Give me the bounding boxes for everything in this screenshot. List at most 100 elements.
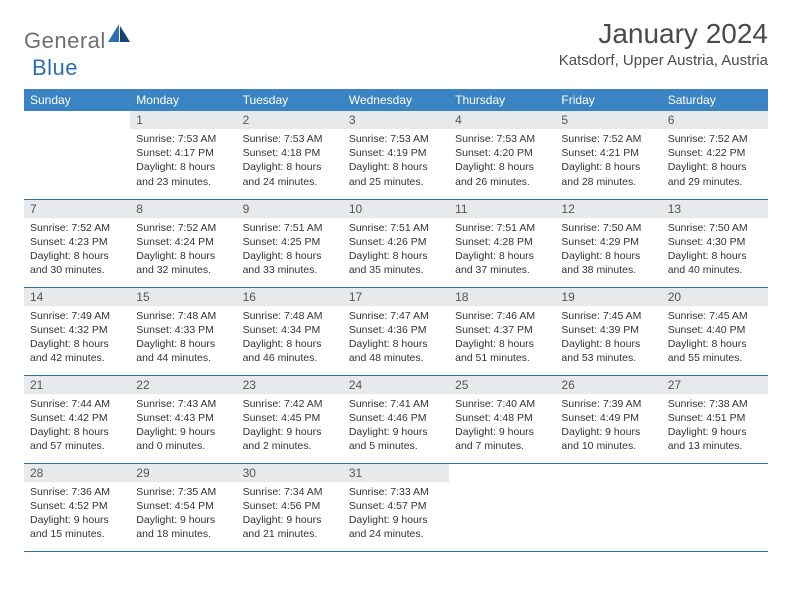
calendar-week-row: 21Sunrise: 7:44 AMSunset: 4:42 PMDayligh… [24, 375, 768, 463]
weekday-header: Tuesday [237, 89, 343, 111]
day-details: Sunrise: 7:39 AMSunset: 4:49 PMDaylight:… [555, 394, 661, 458]
day-details: Sunrise: 7:36 AMSunset: 4:52 PMDaylight:… [24, 482, 130, 546]
day-details: Sunrise: 7:42 AMSunset: 4:45 PMDaylight:… [237, 394, 343, 458]
day-number: 8 [130, 200, 236, 218]
calendar-day-cell: 8Sunrise: 7:52 AMSunset: 4:24 PMDaylight… [130, 199, 236, 287]
calendar-day-cell: 28Sunrise: 7:36 AMSunset: 4:52 PMDayligh… [24, 463, 130, 551]
logo-text-part1: General [24, 28, 106, 54]
day-details: Sunrise: 7:43 AMSunset: 4:43 PMDaylight:… [130, 394, 236, 458]
day-details: Sunrise: 7:51 AMSunset: 4:26 PMDaylight:… [343, 218, 449, 282]
day-number: 25 [449, 376, 555, 394]
calendar-day-cell: 10Sunrise: 7:51 AMSunset: 4:26 PMDayligh… [343, 199, 449, 287]
day-number: 23 [237, 376, 343, 394]
day-number: 5 [555, 111, 661, 129]
calendar-table: Sunday Monday Tuesday Wednesday Thursday… [24, 89, 768, 552]
calendar-day-cell: 23Sunrise: 7:42 AMSunset: 4:45 PMDayligh… [237, 375, 343, 463]
day-number: 14 [24, 288, 130, 306]
logo-sail-icon [108, 24, 130, 47]
calendar-day-cell: 14Sunrise: 7:49 AMSunset: 4:32 PMDayligh… [24, 287, 130, 375]
day-number: 13 [662, 200, 768, 218]
calendar-day-cell [662, 463, 768, 551]
calendar-day-cell [449, 463, 555, 551]
weekday-header: Monday [130, 89, 236, 111]
calendar-day-cell: 22Sunrise: 7:43 AMSunset: 4:43 PMDayligh… [130, 375, 236, 463]
calendar-week-row: 28Sunrise: 7:36 AMSunset: 4:52 PMDayligh… [24, 463, 768, 551]
calendar-day-cell: 15Sunrise: 7:48 AMSunset: 4:33 PMDayligh… [130, 287, 236, 375]
weekday-header: Friday [555, 89, 661, 111]
day-details: Sunrise: 7:48 AMSunset: 4:34 PMDaylight:… [237, 306, 343, 370]
day-details: Sunrise: 7:34 AMSunset: 4:56 PMDaylight:… [237, 482, 343, 546]
calendar-day-cell [555, 463, 661, 551]
day-details: Sunrise: 7:53 AMSunset: 4:18 PMDaylight:… [237, 129, 343, 193]
day-details: Sunrise: 7:52 AMSunset: 4:21 PMDaylight:… [555, 129, 661, 193]
calendar-day-cell: 17Sunrise: 7:47 AMSunset: 4:36 PMDayligh… [343, 287, 449, 375]
calendar-day-cell: 5Sunrise: 7:52 AMSunset: 4:21 PMDaylight… [555, 111, 661, 199]
day-details: Sunrise: 7:45 AMSunset: 4:40 PMDaylight:… [662, 306, 768, 370]
calendar-week-row: 7Sunrise: 7:52 AMSunset: 4:23 PMDaylight… [24, 199, 768, 287]
day-number: 26 [555, 376, 661, 394]
weekday-header: Sunday [24, 89, 130, 111]
day-number: 27 [662, 376, 768, 394]
calendar-body: 1Sunrise: 7:53 AMSunset: 4:17 PMDaylight… [24, 111, 768, 551]
day-details: Sunrise: 7:38 AMSunset: 4:51 PMDaylight:… [662, 394, 768, 458]
calendar-day-cell: 20Sunrise: 7:45 AMSunset: 4:40 PMDayligh… [662, 287, 768, 375]
logo: General [24, 24, 130, 57]
day-number: 6 [662, 111, 768, 129]
day-number: 4 [449, 111, 555, 129]
calendar-week-row: 14Sunrise: 7:49 AMSunset: 4:32 PMDayligh… [24, 287, 768, 375]
day-details: Sunrise: 7:48 AMSunset: 4:33 PMDaylight:… [130, 306, 236, 370]
day-number: 7 [24, 200, 130, 218]
day-number: 16 [237, 288, 343, 306]
calendar-day-cell: 19Sunrise: 7:45 AMSunset: 4:39 PMDayligh… [555, 287, 661, 375]
day-details: Sunrise: 7:44 AMSunset: 4:42 PMDaylight:… [24, 394, 130, 458]
day-details: Sunrise: 7:51 AMSunset: 4:28 PMDaylight:… [449, 218, 555, 282]
day-number: 10 [343, 200, 449, 218]
day-details: Sunrise: 7:35 AMSunset: 4:54 PMDaylight:… [130, 482, 236, 546]
calendar-day-cell [24, 111, 130, 199]
calendar-day-cell: 6Sunrise: 7:52 AMSunset: 4:22 PMDaylight… [662, 111, 768, 199]
day-number: 15 [130, 288, 236, 306]
day-number: 12 [555, 200, 661, 218]
day-details: Sunrise: 7:46 AMSunset: 4:37 PMDaylight:… [449, 306, 555, 370]
day-details: Sunrise: 7:52 AMSunset: 4:22 PMDaylight:… [662, 129, 768, 193]
calendar-day-cell: 2Sunrise: 7:53 AMSunset: 4:18 PMDaylight… [237, 111, 343, 199]
calendar-day-cell: 29Sunrise: 7:35 AMSunset: 4:54 PMDayligh… [130, 463, 236, 551]
calendar-day-cell: 13Sunrise: 7:50 AMSunset: 4:30 PMDayligh… [662, 199, 768, 287]
calendar-day-cell: 7Sunrise: 7:52 AMSunset: 4:23 PMDaylight… [24, 199, 130, 287]
day-number: 22 [130, 376, 236, 394]
calendar-day-cell: 21Sunrise: 7:44 AMSunset: 4:42 PMDayligh… [24, 375, 130, 463]
calendar-week-row: 1Sunrise: 7:53 AMSunset: 4:17 PMDaylight… [24, 111, 768, 199]
day-details: Sunrise: 7:53 AMSunset: 4:19 PMDaylight:… [343, 129, 449, 193]
calendar-day-cell: 12Sunrise: 7:50 AMSunset: 4:29 PMDayligh… [555, 199, 661, 287]
weekday-header-row: Sunday Monday Tuesday Wednesday Thursday… [24, 89, 768, 111]
calendar-day-cell: 18Sunrise: 7:46 AMSunset: 4:37 PMDayligh… [449, 287, 555, 375]
day-number: 18 [449, 288, 555, 306]
title-block: January 2024 Katsdorf, Upper Austria, Au… [559, 18, 768, 69]
day-number: 9 [237, 200, 343, 218]
day-number: 2 [237, 111, 343, 129]
day-number: 17 [343, 288, 449, 306]
day-details: Sunrise: 7:47 AMSunset: 4:36 PMDaylight:… [343, 306, 449, 370]
calendar-day-cell: 16Sunrise: 7:48 AMSunset: 4:34 PMDayligh… [237, 287, 343, 375]
day-details: Sunrise: 7:52 AMSunset: 4:24 PMDaylight:… [130, 218, 236, 282]
day-details: Sunrise: 7:51 AMSunset: 4:25 PMDaylight:… [237, 218, 343, 282]
day-details: Sunrise: 7:49 AMSunset: 4:32 PMDaylight:… [24, 306, 130, 370]
day-number: 1 [130, 111, 236, 129]
month-title: January 2024 [559, 18, 768, 50]
calendar-day-cell: 11Sunrise: 7:51 AMSunset: 4:28 PMDayligh… [449, 199, 555, 287]
location: Katsdorf, Upper Austria, Austria [559, 52, 768, 69]
day-details: Sunrise: 7:50 AMSunset: 4:29 PMDaylight:… [555, 218, 661, 282]
day-details: Sunrise: 7:41 AMSunset: 4:46 PMDaylight:… [343, 394, 449, 458]
weekday-header: Thursday [449, 89, 555, 111]
day-number: 21 [24, 376, 130, 394]
calendar-day-cell: 26Sunrise: 7:39 AMSunset: 4:49 PMDayligh… [555, 375, 661, 463]
calendar-day-cell: 1Sunrise: 7:53 AMSunset: 4:17 PMDaylight… [130, 111, 236, 199]
weekday-header: Saturday [662, 89, 768, 111]
day-details: Sunrise: 7:33 AMSunset: 4:57 PMDaylight:… [343, 482, 449, 546]
day-details: Sunrise: 7:50 AMSunset: 4:30 PMDaylight:… [662, 218, 768, 282]
day-number: 3 [343, 111, 449, 129]
calendar-day-cell: 4Sunrise: 7:53 AMSunset: 4:20 PMDaylight… [449, 111, 555, 199]
calendar-day-cell: 30Sunrise: 7:34 AMSunset: 4:56 PMDayligh… [237, 463, 343, 551]
day-number: 31 [343, 464, 449, 482]
calendar-page: General January 2024 Katsdorf, Upper Aus… [0, 0, 792, 570]
